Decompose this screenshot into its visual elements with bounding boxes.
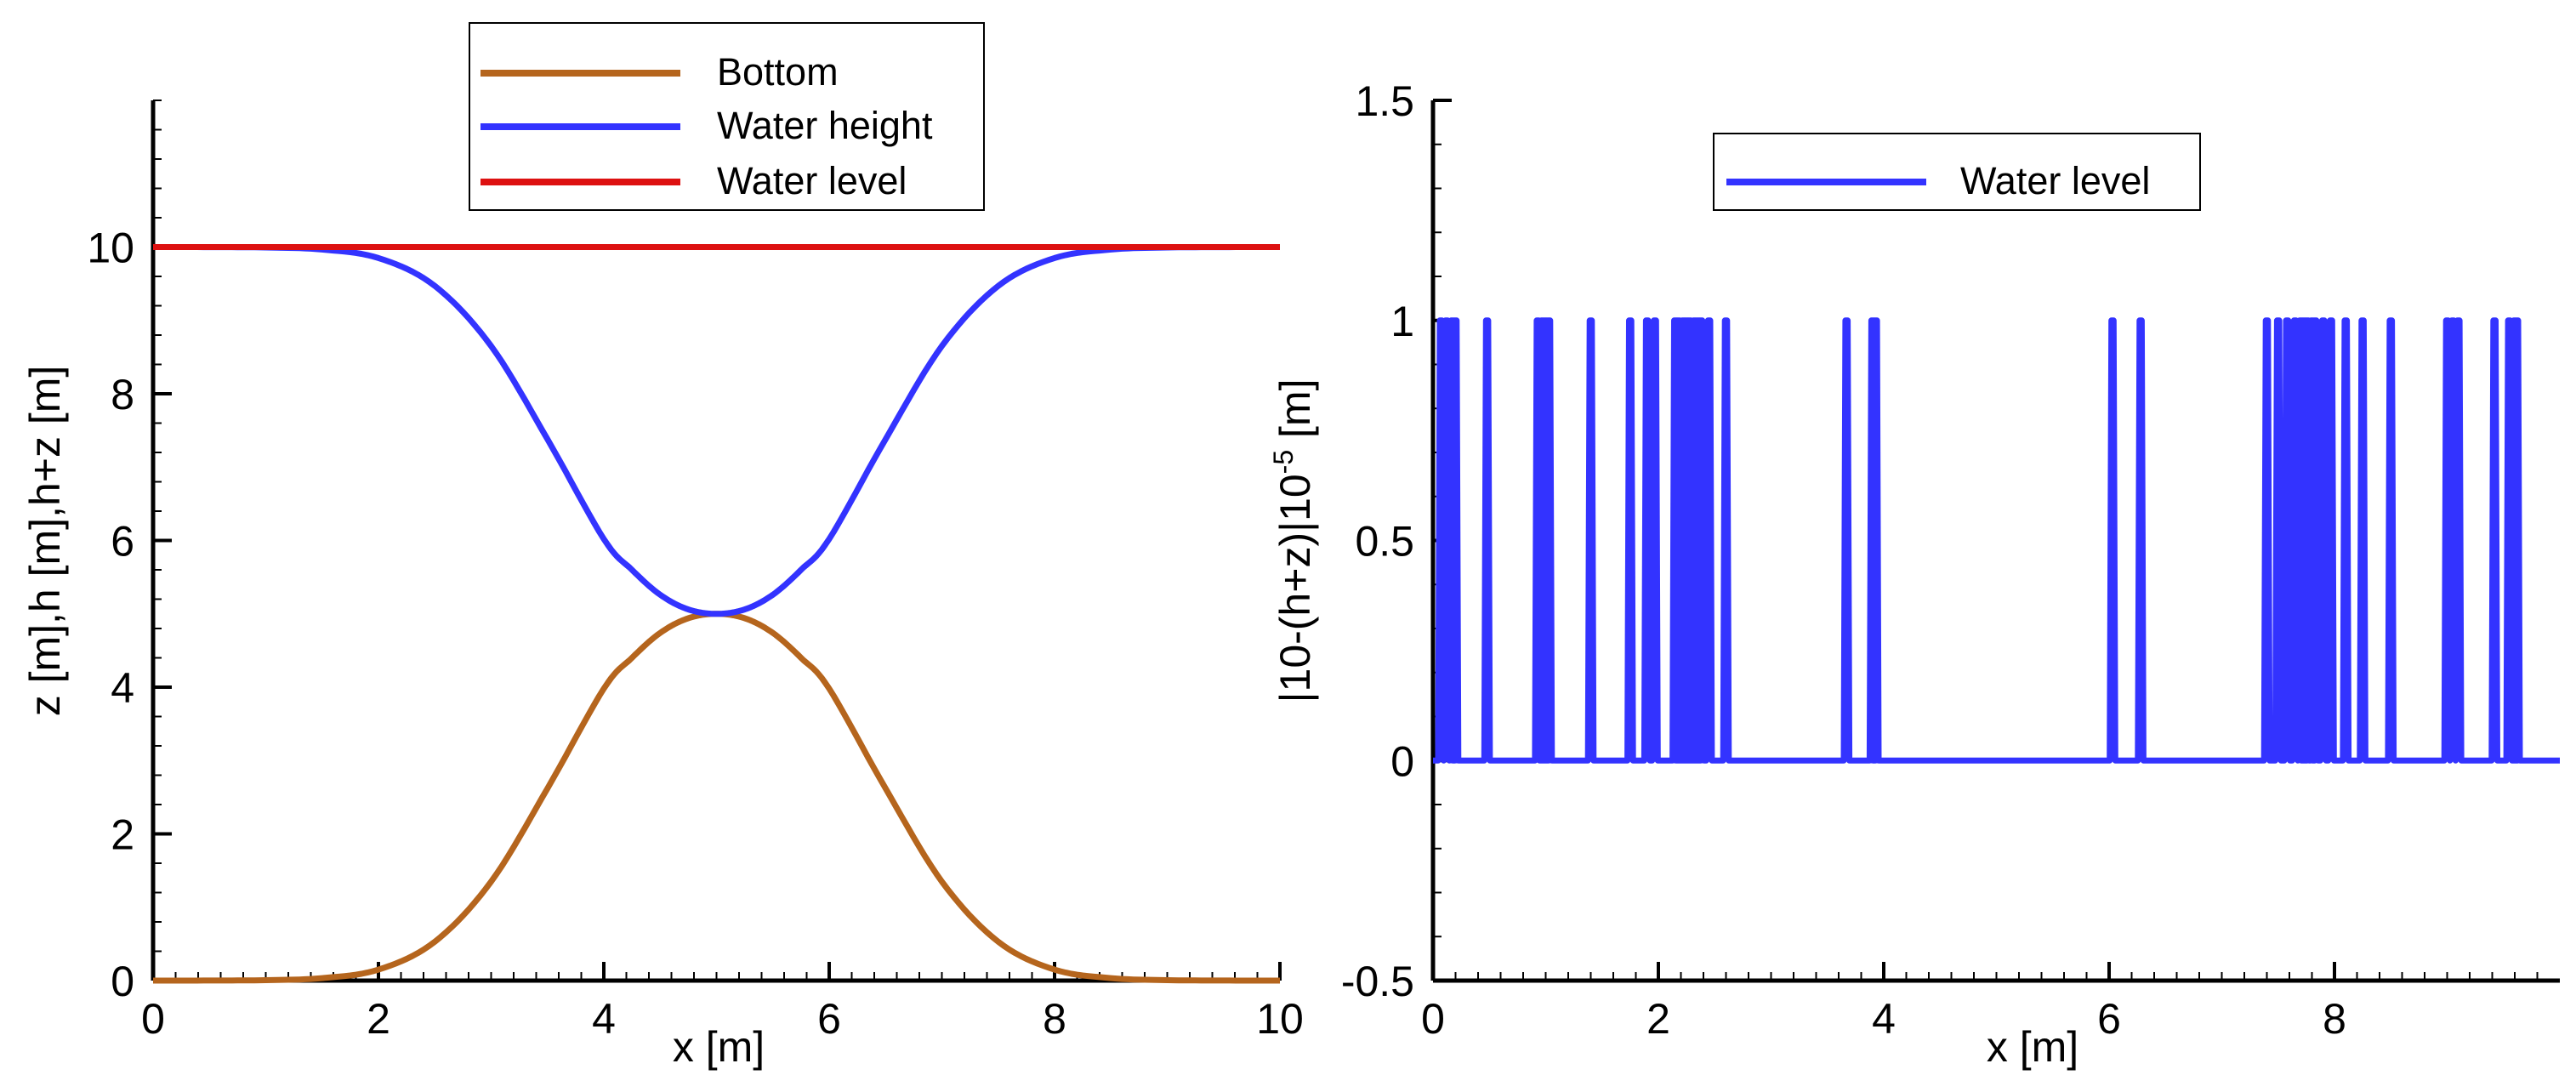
y-tick-label: 0 — [1390, 737, 1414, 785]
x-tick-label: 2 — [367, 995, 390, 1043]
x-tick-label: 8 — [1043, 995, 1066, 1043]
y-tick-label: 2 — [111, 811, 134, 859]
chart-right-y-axis-title-unit: [m] — [1271, 379, 1319, 450]
chart-right-y-axis-title: |10-(h+z)|10-5 [m] — [1268, 379, 1319, 703]
y-tick-label: 10 — [87, 225, 134, 272]
y-tick-label: 1.5 — [1355, 77, 1414, 125]
x-tick-label: 8 — [2323, 995, 2346, 1043]
y-tick-label: 8 — [111, 371, 134, 418]
chart-left-ticks — [153, 100, 1280, 981]
x-tick-label: 4 — [1872, 995, 1896, 1043]
chart-right-x-tick-labels: 0 2 4 6 8 — [1421, 995, 2346, 1043]
legend-label-bottom: Bottom — [717, 50, 839, 94]
y-tick-label: -0.5 — [1341, 958, 1414, 1005]
x-tick-label: 0 — [1421, 995, 1445, 1043]
y-tick-label: 1 — [1390, 298, 1414, 345]
x-tick-label: 6 — [2097, 995, 2121, 1043]
y-tick-label: 6 — [111, 518, 134, 566]
y-tick-label: 4 — [111, 664, 134, 712]
chart-right-y-axis-title-exponent: -5 — [1268, 450, 1299, 474]
chart-right-x-axis-title: x [m] — [1987, 1023, 2078, 1071]
chart-right-y-axis-title-main: |10-(h+z)|10 — [1271, 474, 1319, 702]
figure: 0 2 4 6 8 10 0246810 x [m] z [m],h [m],h+z [m… — [0, 0, 2576, 1092]
chart-right-ticks — [1433, 100, 2538, 981]
legend-label-water-height: Water height — [717, 104, 933, 147]
y-tick-label: 0.5 — [1355, 518, 1414, 566]
legend-label-water-level: Water level — [717, 159, 907, 202]
legend-label-water-level-right: Water level — [1960, 159, 2150, 202]
chart-right-legend: Water level — [1714, 134, 2200, 210]
series-water-height — [153, 247, 1280, 614]
chart-left: 0 2 4 6 8 10 0 2 4 6 8 10 x [m] z [m],h [m],h+z [m… — [21, 23, 1304, 1071]
chart-right-y-tick-labels: -0.5 0 0.5 1 1.5 — [1341, 77, 1414, 1005]
x-tick-label: 6 — [817, 995, 841, 1043]
x-tick-label: 2 — [1646, 995, 1670, 1043]
chart-left-y-axis-title: z [m],h [m],h+z [m] — [21, 366, 69, 717]
chart-left-x-axis-title: x [m] — [673, 1023, 765, 1071]
series-bottom — [153, 614, 1280, 981]
x-tick-label: 10 — [1256, 995, 1304, 1043]
series-water-level — [1433, 321, 2560, 761]
chart-left-legend: Bottom Water height Water level — [469, 23, 984, 210]
chart-left-y-tick-labels: 0 2 4 6 8 10 — [87, 225, 134, 1006]
chart-left-series — [153, 247, 1280, 981]
x-tick-label: 4 — [592, 995, 616, 1043]
x-tick-label: 0 — [141, 995, 165, 1043]
chart-right-series — [1433, 321, 2560, 761]
y-tick-label: 0 — [111, 958, 134, 1005]
